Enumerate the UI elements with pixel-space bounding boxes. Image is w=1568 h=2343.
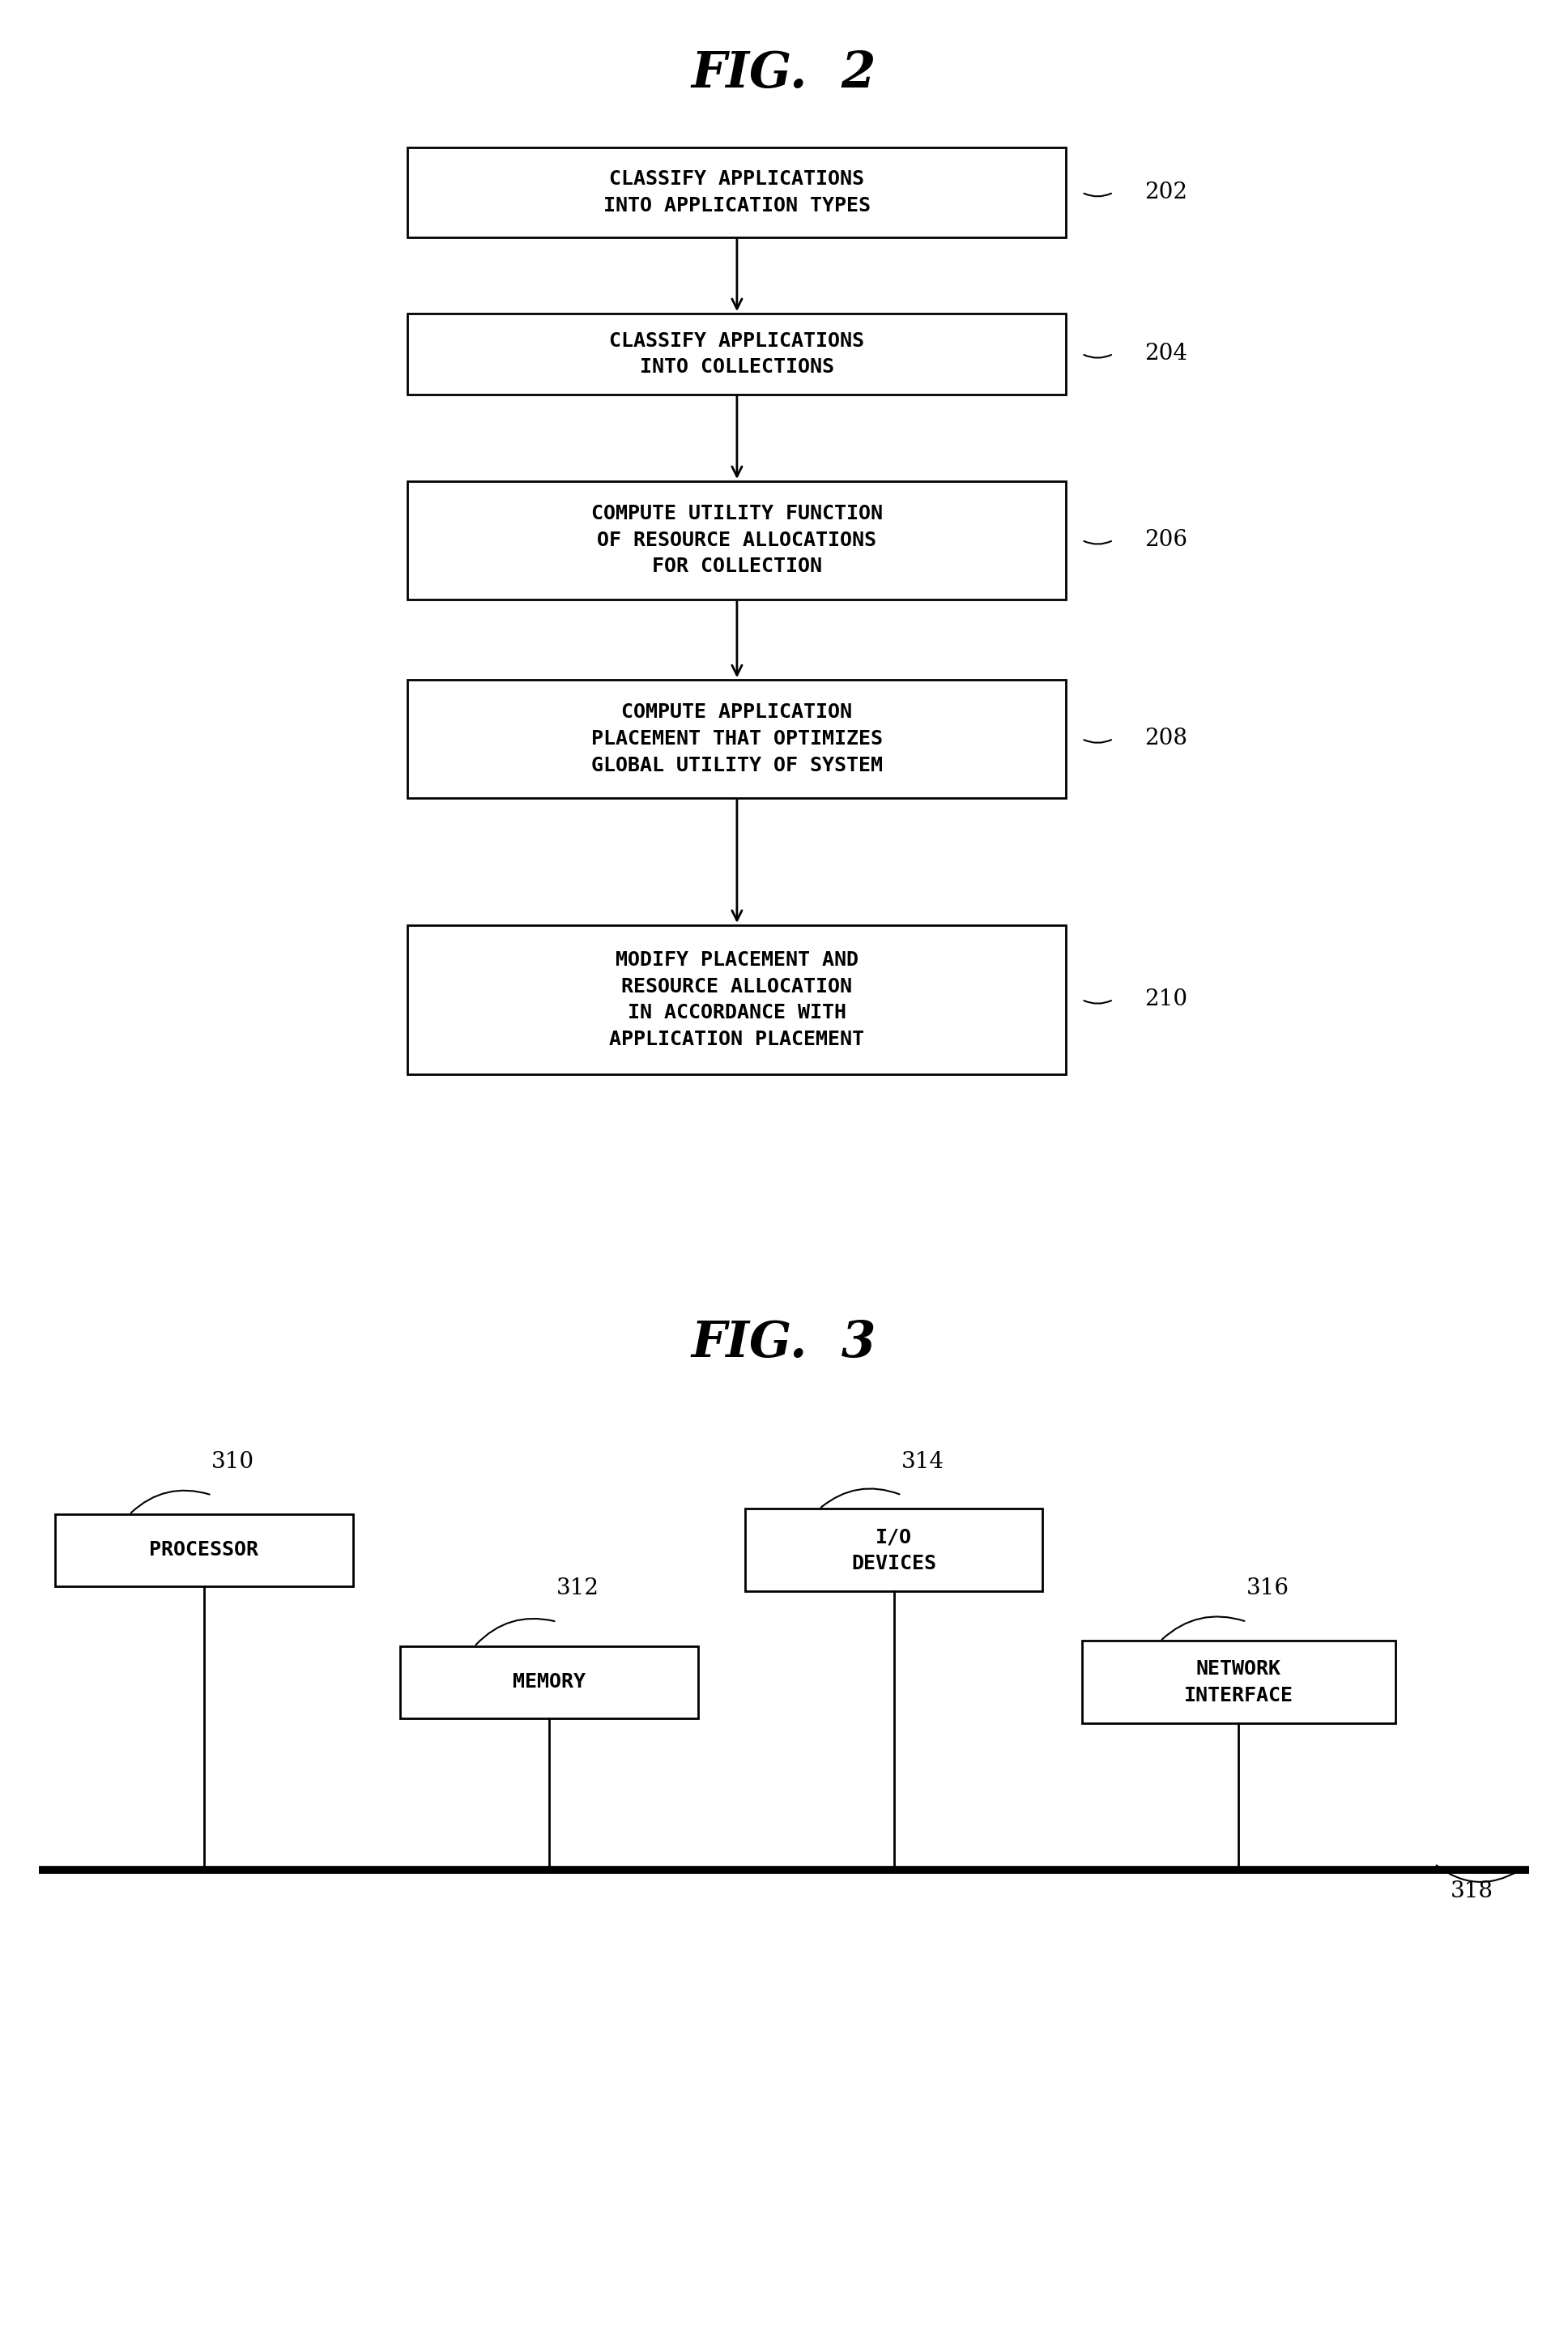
Text: CLASSIFY APPLICATIONS
INTO COLLECTIONS: CLASSIFY APPLICATIONS INTO COLLECTIONS <box>610 330 864 377</box>
Text: PROCESSOR: PROCESSOR <box>149 1539 259 1560</box>
Text: I/O
DEVICES: I/O DEVICES <box>851 1528 936 1572</box>
Text: MEMORY: MEMORY <box>513 1673 585 1692</box>
Bar <box>408 480 1066 600</box>
Text: 206: 206 <box>1145 530 1187 551</box>
Bar <box>1082 1640 1396 1724</box>
Text: 210: 210 <box>1145 989 1187 1010</box>
Text: COMPUTE UTILITY FUNCTION
OF RESOURCE ALLOCATIONS
FOR COLLECTION: COMPUTE UTILITY FUNCTION OF RESOURCE ALL… <box>591 504 883 576</box>
Text: 204: 204 <box>1145 342 1187 366</box>
Bar <box>400 1647 698 1717</box>
Bar <box>745 1509 1043 1591</box>
Text: 318: 318 <box>1450 1881 1493 1903</box>
Bar <box>408 679 1066 799</box>
Text: COMPUTE APPLICATION
PLACEMENT THAT OPTIMIZES
GLOBAL UTILITY OF SYSTEM: COMPUTE APPLICATION PLACEMENT THAT OPTIM… <box>591 703 883 776</box>
Bar <box>55 1514 353 1586</box>
Text: 208: 208 <box>1145 729 1187 750</box>
Bar <box>408 925 1066 1073</box>
Text: MODIFY PLACEMENT AND
RESOURCE ALLOCATION
IN ACCORDANCE WITH
APPLICATION PLACEMEN: MODIFY PLACEMENT AND RESOURCE ALLOCATION… <box>610 951 864 1050</box>
Bar <box>408 314 1066 394</box>
Bar <box>408 148 1066 237</box>
Text: 310: 310 <box>212 1450 254 1474</box>
Text: FIG.  2: FIG. 2 <box>691 49 877 98</box>
Text: 202: 202 <box>1145 180 1187 204</box>
Text: 316: 316 <box>1247 1577 1289 1600</box>
Text: CLASSIFY APPLICATIONS
INTO APPLICATION TYPES: CLASSIFY APPLICATIONS INTO APPLICATION T… <box>604 169 870 216</box>
Text: NETWORK
INTERFACE: NETWORK INTERFACE <box>1184 1659 1294 1706</box>
Text: FIG.  3: FIG. 3 <box>691 1319 877 1368</box>
Text: 314: 314 <box>902 1450 944 1474</box>
Text: 312: 312 <box>557 1577 599 1600</box>
